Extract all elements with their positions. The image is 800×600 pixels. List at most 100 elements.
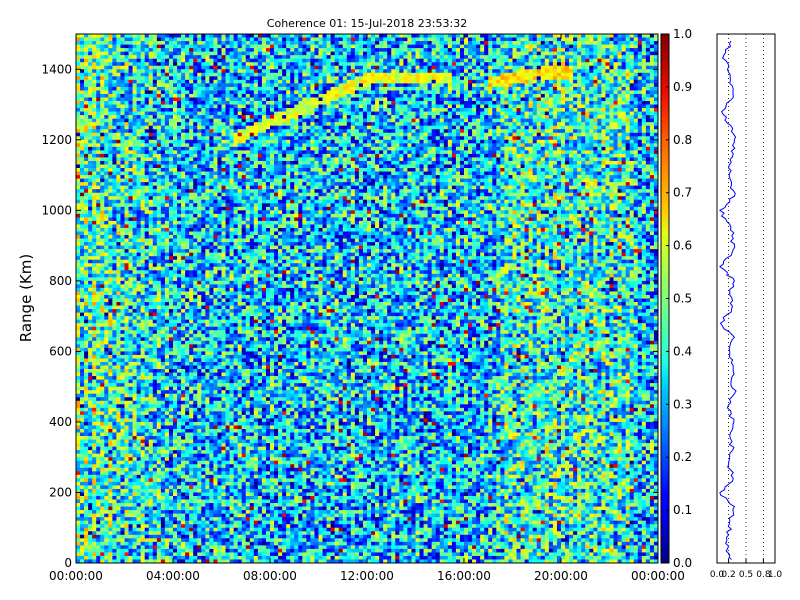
- heatmap-cell: [80, 541, 85, 546]
- heatmap-cell: [124, 136, 129, 141]
- heatmap-cell: [116, 531, 121, 536]
- heatmap-cell: [189, 83, 194, 88]
- heatmap-cell: [193, 439, 198, 444]
- heatmap-cell: [76, 407, 81, 412]
- heatmap-cell: [201, 450, 206, 454]
- heatmap-cell: [181, 467, 186, 472]
- heatmap-cell: [108, 393, 113, 398]
- heatmap-cell: [128, 432, 133, 437]
- heatmap-cell: [96, 524, 101, 529]
- heatmap-cell: [124, 407, 129, 412]
- heatmap-cell: [140, 428, 146, 433]
- heatmap-cell: [84, 372, 89, 377]
- heatmap-cell: [181, 185, 186, 190]
- heatmap-cell: [120, 354, 125, 359]
- heatmap-cell: [148, 79, 154, 84]
- heatmap-cell: [132, 192, 137, 197]
- heatmap-cell: [152, 199, 158, 204]
- heatmap-cell: [88, 115, 93, 119]
- heatmap-cell: [132, 224, 137, 229]
- heatmap-cell: [132, 506, 137, 511]
- heatmap-cell: [140, 298, 146, 303]
- heatmap-cell: [120, 224, 125, 229]
- heatmap-cell: [100, 393, 105, 398]
- heatmap-cell: [201, 527, 206, 532]
- heatmap-cell: [80, 414, 85, 419]
- heatmap-cell: [209, 51, 214, 56]
- heatmap-cell: [156, 199, 162, 204]
- heatmap-cell: [205, 196, 210, 201]
- heatmap-cell: [185, 379, 190, 384]
- heatmap-cell: [88, 294, 93, 299]
- heatmap-cell: [140, 37, 146, 42]
- heatmap-cell: [104, 365, 109, 370]
- heatmap-cell: [80, 192, 85, 197]
- heatmap-cell: [164, 548, 170, 553]
- heatmap-cell: [181, 383, 186, 387]
- heatmap-cell: [84, 407, 89, 412]
- heatmap-cell: [148, 266, 154, 271]
- heatmap-cell: [76, 192, 81, 197]
- heatmap-cell: [80, 474, 85, 479]
- heatmap-cell: [177, 273, 182, 278]
- heatmap-cell: [104, 175, 109, 179]
- heatmap-cell: [144, 460, 150, 465]
- heatmap-cell: [108, 390, 113, 395]
- heatmap-cell: [197, 150, 202, 155]
- heatmap-cell: [92, 457, 97, 462]
- heatmap-cell: [144, 220, 150, 225]
- heatmap-cell: [181, 122, 186, 126]
- heatmap-cell: [156, 41, 162, 45]
- heatmap-cell: [197, 256, 202, 261]
- heatmap-cell: [88, 118, 93, 123]
- heatmap-cell: [80, 238, 85, 243]
- heatmap-cell: [173, 132, 178, 137]
- heatmap-cell: [189, 270, 194, 275]
- heatmap-cell: [156, 333, 162, 338]
- heatmap-cell: [92, 175, 97, 179]
- heatmap-cell: [136, 182, 141, 186]
- heatmap-cell: [181, 97, 186, 102]
- heatmap-cell: [112, 520, 117, 525]
- heatmap-cell: [205, 291, 210, 296]
- heatmap-cell: [201, 340, 206, 345]
- heatmap-cell: [144, 270, 150, 275]
- heatmap-cell: [80, 104, 85, 109]
- heatmap-cell: [124, 139, 129, 144]
- heatmap-cell: [92, 125, 97, 130]
- heatmap-cell: [148, 235, 154, 239]
- heatmap-cell: [112, 129, 117, 134]
- heatmap-cell: [124, 90, 129, 95]
- heatmap-cell: [193, 390, 198, 395]
- heatmap-cell: [144, 443, 150, 447]
- heatmap-cell: [76, 168, 81, 172]
- heatmap-cell: [181, 548, 186, 553]
- heatmap-cell: [104, 220, 109, 225]
- heatmap-cell: [168, 146, 174, 151]
- heatmap-cell: [164, 227, 170, 232]
- heatmap-cell: [148, 185, 154, 190]
- heatmap-cell: [177, 199, 182, 204]
- heatmap-cell: [173, 347, 178, 352]
- heatmap-cell: [168, 411, 174, 416]
- heatmap-cell: [185, 256, 190, 261]
- heatmap-cell: [193, 492, 198, 497]
- heatmap-cell: [205, 217, 210, 222]
- heatmap-cell: [197, 407, 202, 412]
- heatmap-cell: [120, 492, 125, 497]
- heatmap-cell: [173, 256, 178, 261]
- heatmap-cell: [124, 531, 129, 536]
- heatmap-cell: [193, 397, 198, 402]
- heatmap-cell: [88, 93, 93, 98]
- heatmap-cell: [88, 383, 93, 387]
- heatmap-cell: [160, 305, 166, 310]
- heatmap-cell: [92, 273, 97, 278]
- heatmap-cell: [185, 319, 190, 324]
- heatmap-cell: [205, 467, 210, 472]
- heatmap-cell: [193, 199, 198, 204]
- heatmap-cell: [156, 520, 162, 525]
- heatmap-cell: [136, 425, 141, 430]
- heatmap-cell: [144, 302, 150, 306]
- heatmap-cell: [156, 242, 162, 246]
- heatmap-cell: [209, 108, 214, 112]
